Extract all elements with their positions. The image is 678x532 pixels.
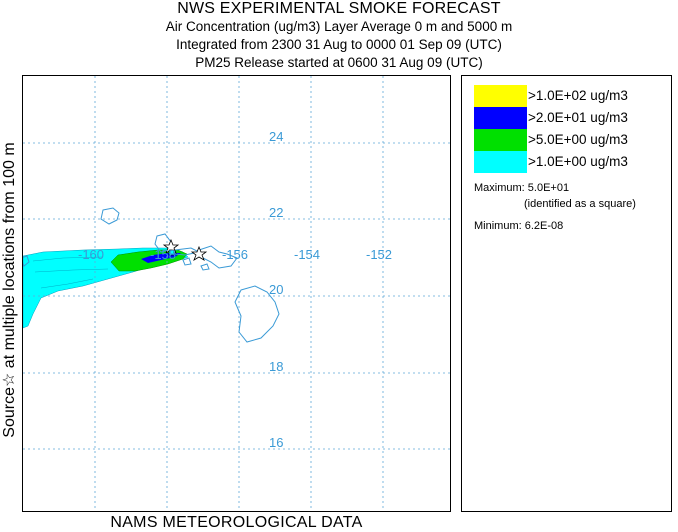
maximum-note: (identified as a square) [524, 198, 636, 210]
hawaiian-islands [23, 207, 280, 343]
island-kauai [100, 207, 120, 225]
legend-swatch [474, 85, 527, 107]
longitude-label: -156 [222, 247, 248, 262]
forecast-title: NWS EXPERIMENTAL SMOKE FORECAST [177, 0, 501, 17]
longitude-label: -152 [366, 247, 392, 262]
latitude-label: 22 [269, 205, 283, 220]
island-kahoolawe [200, 263, 210, 271]
longitude-label: -160 [78, 247, 104, 262]
maximum-square [168, 249, 175, 256]
legend-swatch [474, 129, 527, 151]
concentration-subtitle: Air Concentration (ug/m3) Layer Average … [165, 19, 513, 34]
longitude-label: -154 [294, 247, 320, 262]
source-height-label: Source☆ at multiple locations from 100 m [1, 142, 18, 438]
legend-item: >1.0E+02 ug/m3 [474, 85, 674, 107]
longitude-labels: -160 -158 -156 -154 -152 [78, 247, 392, 262]
island-lanai [182, 257, 192, 266]
met-data-label: NAMS METEOROLOGICAL DATA [110, 514, 363, 531]
integration-period: Integrated from 2300 31 Aug to 0000 01 S… [176, 37, 502, 52]
legend-swatch [474, 151, 527, 173]
legend-panel: >1.0E+02 ug/m3 >2.0E+01 ug/m3 >5.0E+00 u… [461, 75, 672, 512]
release-info: PM25 Release started at 0600 31 Aug 09 (… [195, 55, 483, 70]
plume-contour [32, 256, 109, 289]
legend-swatch [474, 107, 527, 129]
island-maui [198, 245, 238, 269]
graticule [23, 76, 450, 511]
latitude-label: 18 [269, 359, 283, 374]
maximum-value: Maximum: 5.0E+01 [474, 182, 570, 194]
source-star [190, 245, 208, 261]
legend-item: >1.0E+00 ug/m3 [474, 151, 674, 173]
legend-label: >1.0E+02 ug/m3 [528, 88, 628, 103]
plume-blue [141, 253, 181, 263]
map-panel: -160 -158 -156 -154 -152 24 22 20 18 16 [22, 75, 451, 512]
legend-item: >5.0E+00 ug/m3 [474, 129, 674, 151]
longitude-label: -158 [150, 247, 176, 262]
island-hawaii [234, 285, 280, 343]
latitude-label: 16 [269, 435, 283, 450]
minimum-value: Minimum: 6.2E-08 [474, 220, 564, 232]
legend-item: >2.0E+01 ug/m3 [474, 107, 674, 129]
island-molokai [174, 247, 201, 256]
legend-label: >1.0E+00 ug/m3 [528, 154, 628, 169]
latitude-label: 20 [269, 282, 283, 297]
latitude-label: 24 [269, 129, 283, 144]
legend-label: >2.0E+01 ug/m3 [528, 110, 628, 125]
legend-label: >5.0E+00 ug/m3 [528, 132, 628, 147]
source-markers [162, 238, 208, 261]
island-niihau [23, 255, 30, 267]
smoke-map: -160 -158 -156 -154 -152 24 22 20 18 16 [23, 76, 450, 511]
latitude-labels: 24 22 20 18 16 [269, 129, 283, 450]
